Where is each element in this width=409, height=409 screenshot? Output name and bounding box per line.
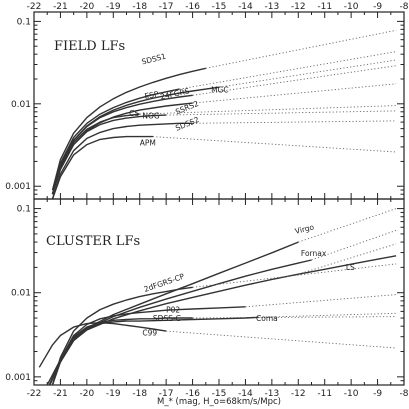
series-sdss2-line <box>51 122 193 199</box>
x-tick-label: -12 <box>291 389 306 399</box>
series-label: SDSS-C <box>153 314 181 323</box>
series-label: APM <box>140 139 156 148</box>
x-tick-label: -14 <box>238 389 253 399</box>
x-tick-label: -20 <box>80 389 95 399</box>
series-label: Fornax <box>301 249 327 258</box>
series-sdss1-extrapolation <box>205 29 397 69</box>
series-apm-extrapolation <box>152 136 397 153</box>
x-tick-label: -15 <box>212 2 227 12</box>
series-cs-line <box>51 113 140 195</box>
series-label: MGC <box>211 86 229 95</box>
x-tick-label: -18 <box>132 2 147 12</box>
series-ls-extrapolation <box>298 243 397 275</box>
x-tick-label: -15 <box>212 389 227 399</box>
series-nog-extrapolation <box>166 110 397 116</box>
x-axis-title: M_* (mag, H_o=68km/s/Mpc) <box>157 397 281 407</box>
series-ssrs2-line <box>51 102 193 195</box>
series-fornax-extrapolation <box>311 229 397 261</box>
series-ssrs2-extrapolation <box>192 83 397 104</box>
x-tick-label: -9 <box>373 389 382 399</box>
series-24fgrs-extrapolation <box>192 65 397 96</box>
series-virgo-extrapolation <box>298 208 397 243</box>
x-tick-label: -22 <box>27 2 42 12</box>
series-sdss-c-line <box>51 317 193 385</box>
series-2dfgrs-cp-line <box>51 286 193 385</box>
x-tick-label: -8 <box>400 2 409 12</box>
x-tick-label: -11 <box>317 2 332 12</box>
cluster-lf-panel: -22 -21 -20 -19 -18 -17 -16 -15 -14 -13 -12 -11 -10 -… <box>5 198 409 407</box>
y-tick-label: 0.001 <box>5 373 31 383</box>
series-c99-line <box>38 322 167 368</box>
x-tick-label: -22 <box>27 389 42 399</box>
series-label: Virgo <box>294 222 315 236</box>
x-tick-label: -10 <box>344 389 359 399</box>
series-c99-extrapolation <box>166 330 397 349</box>
series-label: 24FGRS <box>159 86 190 101</box>
series-p02-line <box>51 306 246 385</box>
x-tick-label: -16 <box>185 389 200 399</box>
x-tick-label: -20 <box>80 2 95 12</box>
series-nog-line <box>51 114 167 195</box>
x-tick-label: -13 <box>265 389 280 399</box>
x-tick-label: -17 <box>159 389 174 399</box>
series-mgc-line <box>51 86 220 195</box>
series-2dfgrs-cp-extrapolation <box>192 263 397 288</box>
series-label: P02 <box>166 306 180 315</box>
field-lf-panel: -22 -21 -20 -19 -18 -17 -16 -15 -14 -13 -12 -11 -10 -… <box>5 2 409 200</box>
series-ls-line <box>49 255 397 385</box>
series-label: CS <box>129 109 139 118</box>
y-tick-label: 0.01 <box>11 100 31 110</box>
x-tick-label: -9 <box>373 2 382 12</box>
series-label: SSRS2 <box>174 99 200 117</box>
x-tick-label: -14 <box>238 2 253 12</box>
x-tick-label: -10 <box>344 2 359 12</box>
x-tick-label: -13 <box>265 2 280 12</box>
series-sdss2-extrapolation <box>192 120 397 124</box>
y-tick-label: 0.01 <box>11 289 31 299</box>
series-apm-line <box>51 135 153 199</box>
series-coma-extrapolation <box>258 312 397 318</box>
series-label: ESP <box>144 89 160 100</box>
y-tick-label: 0.1 <box>17 205 31 215</box>
x-tick-label: -21 <box>53 2 68 12</box>
x-tick-label: -21 <box>53 389 68 399</box>
series-label: 2dFGRS-CP <box>143 272 186 294</box>
x-tick-label: -19 <box>106 389 121 399</box>
x-tick-label: -16 <box>185 2 200 12</box>
series-label: C99 <box>142 329 157 338</box>
y-tick-label: 0.1 <box>17 17 31 27</box>
y-tick-label: 0.001 <box>5 182 31 192</box>
series-sdss1-line <box>51 67 206 191</box>
panel-title: CLUSTER LFs <box>46 234 140 249</box>
x-tick-label: -17 <box>159 2 174 12</box>
x-tick-label: -12 <box>291 2 306 12</box>
series-esp-line <box>51 88 180 195</box>
series-label: SDSS1 <box>141 52 167 67</box>
series-p02-extrapolation <box>245 294 397 308</box>
x-tick-label: -18 <box>132 389 147 399</box>
x-tick-label: -11 <box>317 389 332 399</box>
series-label: Coma <box>256 314 278 323</box>
panel-title: FIELD LFs <box>54 39 125 54</box>
x-tick-label: -8 <box>400 389 409 399</box>
series-label: SDSS2 <box>174 115 201 133</box>
series-label: LS <box>346 263 355 272</box>
series-coma-line <box>46 316 259 385</box>
series-sdss-c-extrapolation <box>192 316 397 319</box>
series-esp-extrapolation <box>179 51 397 90</box>
series-mgc-extrapolation <box>218 59 397 88</box>
x-tick-label: -19 <box>106 2 121 12</box>
series-label: NOG <box>142 112 160 121</box>
